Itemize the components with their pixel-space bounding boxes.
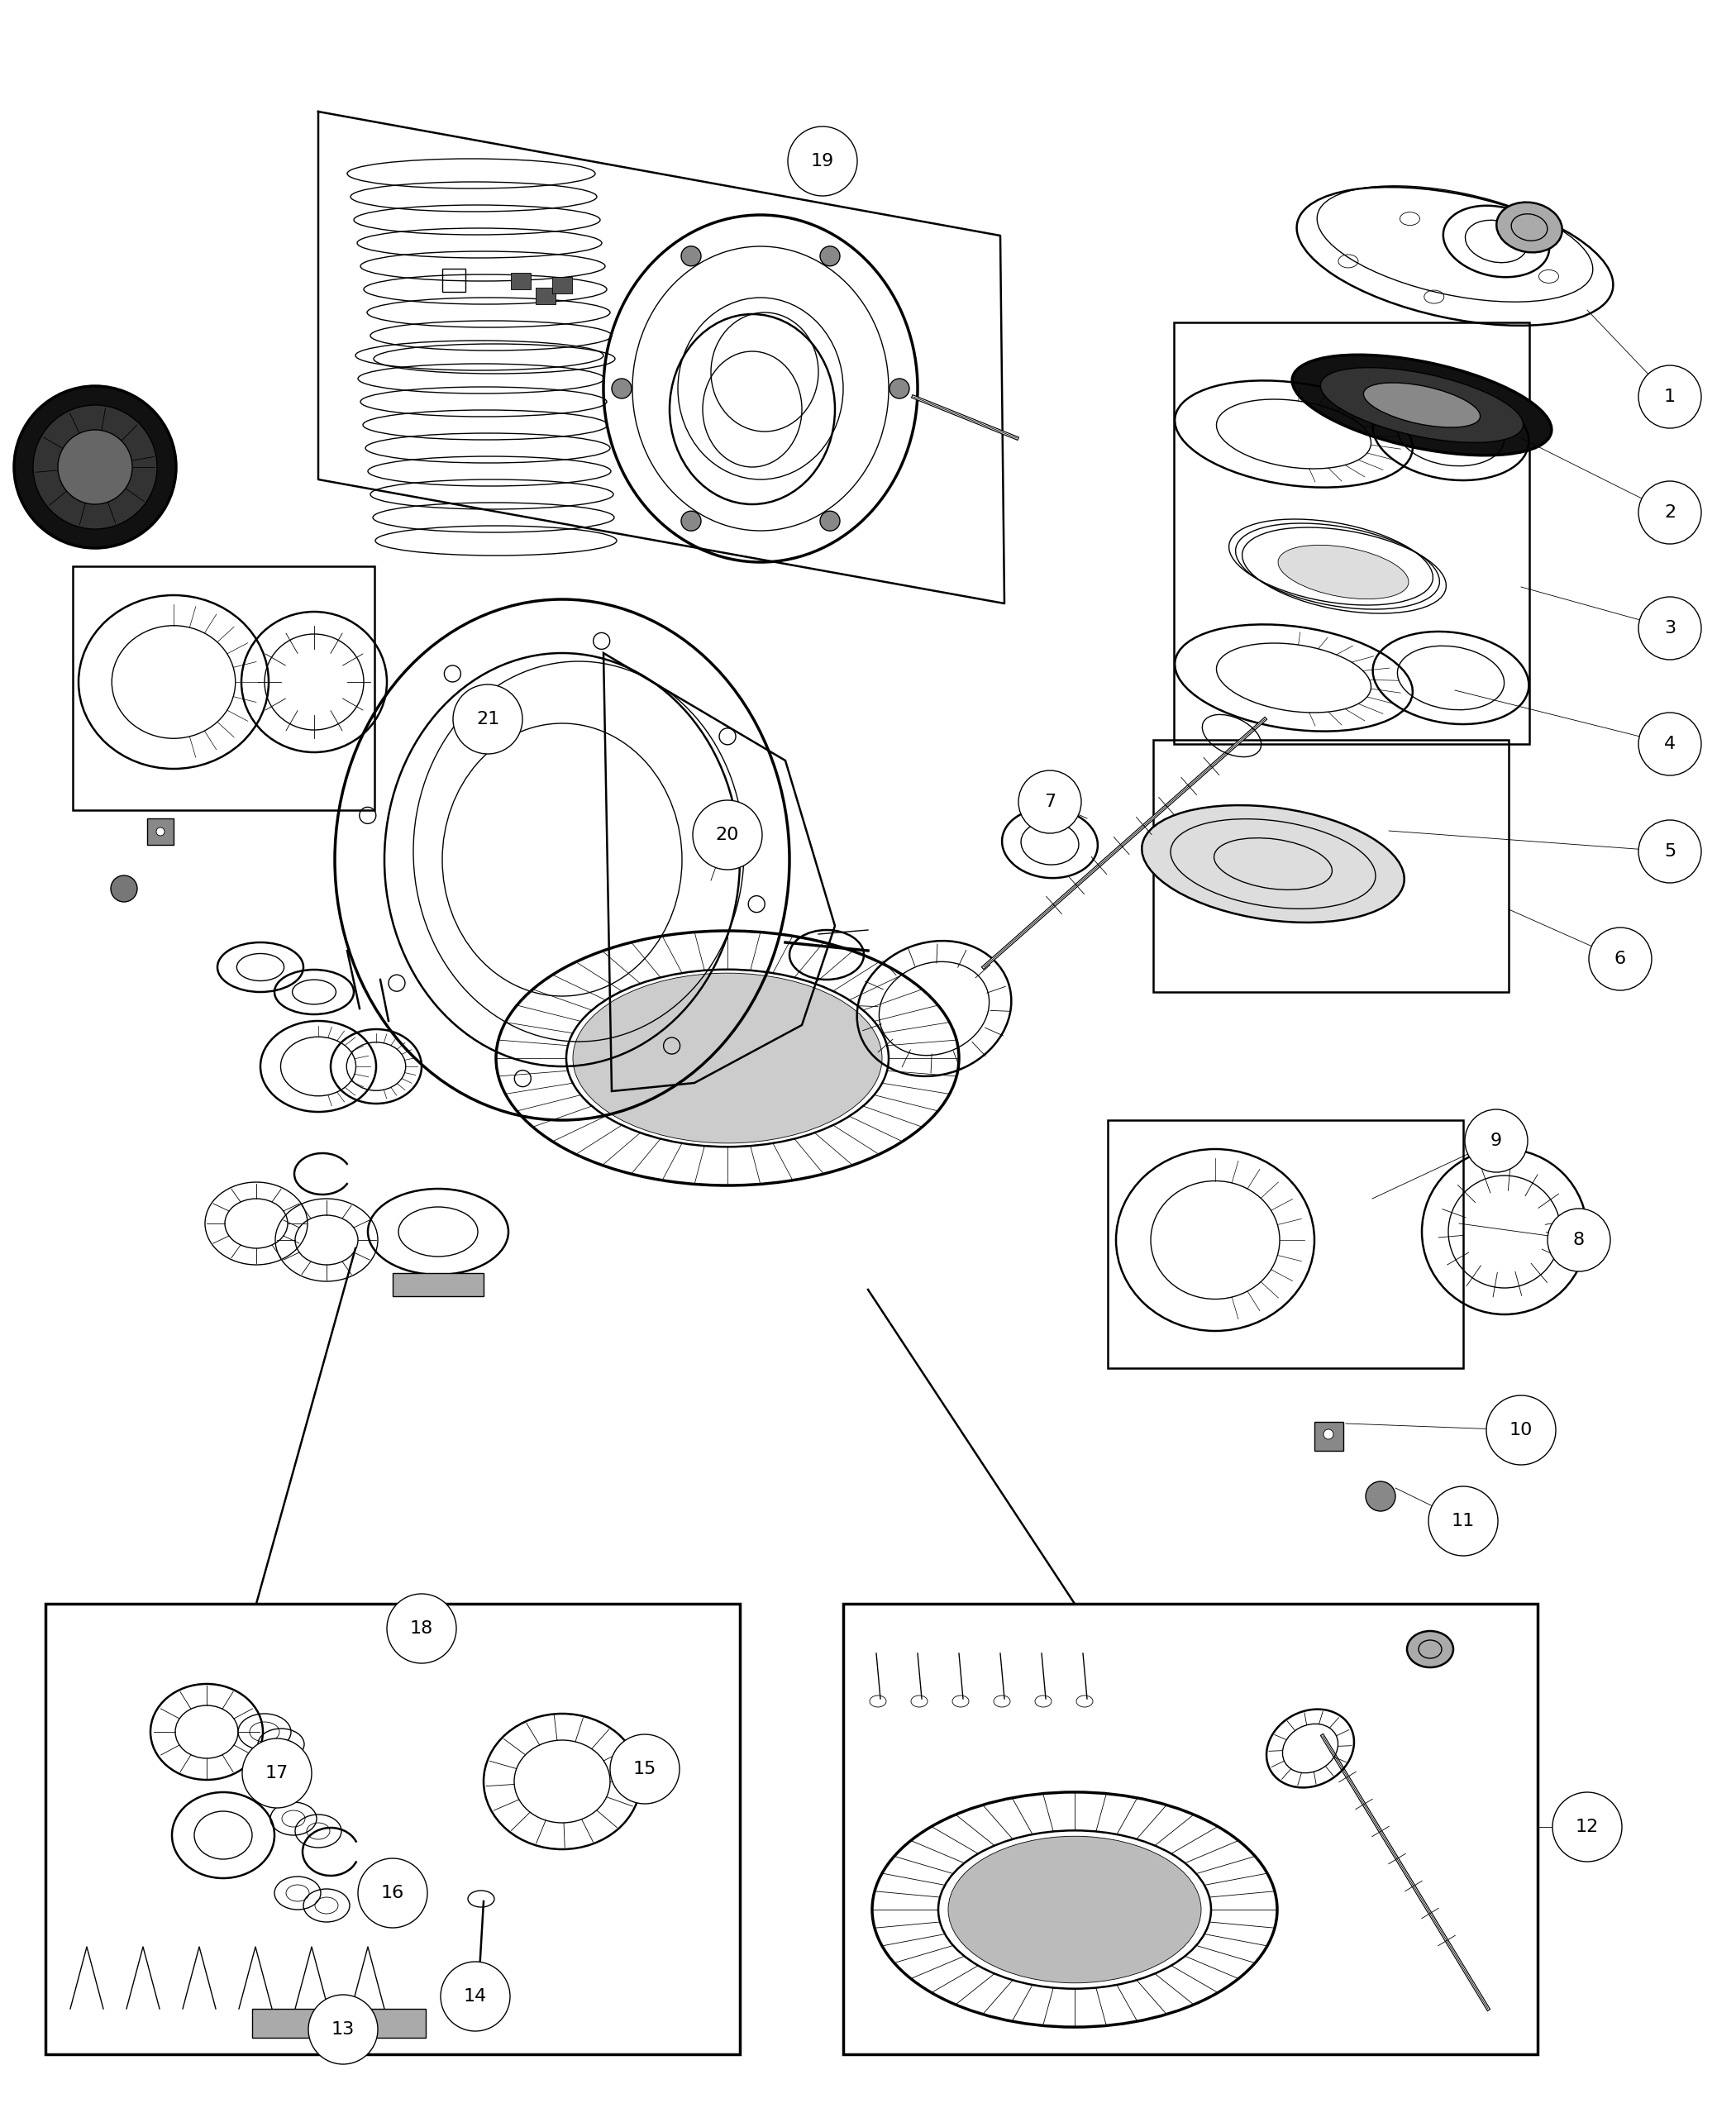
Bar bbox=[148, 818, 174, 845]
Circle shape bbox=[453, 685, 523, 755]
Ellipse shape bbox=[33, 405, 156, 529]
Text: 10: 10 bbox=[1509, 1423, 1533, 1438]
Bar bbox=[552, 276, 573, 293]
Circle shape bbox=[243, 1739, 312, 1809]
Ellipse shape bbox=[573, 974, 882, 1143]
Bar bbox=[1174, 323, 1529, 744]
Ellipse shape bbox=[1292, 354, 1552, 455]
Circle shape bbox=[111, 875, 137, 902]
Circle shape bbox=[1639, 597, 1701, 660]
Bar bbox=[443, 268, 465, 291]
Ellipse shape bbox=[1363, 384, 1481, 428]
Text: 21: 21 bbox=[476, 710, 500, 727]
Circle shape bbox=[1547, 1208, 1611, 1271]
Bar bbox=[510, 272, 531, 289]
Circle shape bbox=[1588, 928, 1651, 991]
Circle shape bbox=[387, 1594, 457, 1663]
Bar bbox=[536, 287, 556, 304]
Bar bbox=[1153, 740, 1509, 993]
Text: 5: 5 bbox=[1665, 843, 1675, 860]
Ellipse shape bbox=[1321, 367, 1522, 443]
Text: 15: 15 bbox=[634, 1760, 656, 1777]
Text: 20: 20 bbox=[715, 826, 740, 843]
Circle shape bbox=[1366, 1482, 1396, 1511]
Text: 6: 6 bbox=[1614, 951, 1627, 968]
Circle shape bbox=[819, 510, 840, 531]
Text: 7: 7 bbox=[1043, 793, 1055, 809]
Circle shape bbox=[1639, 713, 1701, 776]
Circle shape bbox=[1465, 1109, 1528, 1172]
Ellipse shape bbox=[1278, 546, 1408, 599]
Circle shape bbox=[1552, 1792, 1621, 1861]
Circle shape bbox=[1323, 1429, 1333, 1440]
Circle shape bbox=[819, 247, 840, 266]
Circle shape bbox=[681, 510, 701, 531]
Bar bbox=[1314, 1423, 1344, 1450]
Text: 14: 14 bbox=[464, 1988, 488, 2005]
Text: 17: 17 bbox=[266, 1764, 288, 1781]
Circle shape bbox=[1639, 820, 1701, 883]
Circle shape bbox=[358, 1859, 427, 1929]
Text: 13: 13 bbox=[332, 2022, 354, 2038]
Bar bbox=[1108, 1119, 1463, 1368]
Bar bbox=[45, 1604, 740, 2055]
Circle shape bbox=[1639, 481, 1701, 544]
Text: 18: 18 bbox=[410, 1621, 434, 1636]
Text: 1: 1 bbox=[1665, 388, 1675, 405]
Text: 11: 11 bbox=[1451, 1514, 1476, 1528]
Text: 16: 16 bbox=[380, 1885, 404, 1901]
Text: 9: 9 bbox=[1491, 1132, 1502, 1149]
Bar bbox=[392, 1273, 484, 1296]
Bar bbox=[73, 567, 375, 809]
Circle shape bbox=[1019, 769, 1082, 833]
Text: 3: 3 bbox=[1665, 620, 1675, 637]
Circle shape bbox=[693, 801, 762, 871]
Text: 4: 4 bbox=[1665, 736, 1675, 753]
Ellipse shape bbox=[948, 1836, 1201, 1984]
Circle shape bbox=[609, 1735, 679, 1804]
Text: 2: 2 bbox=[1665, 504, 1675, 521]
Circle shape bbox=[611, 379, 632, 398]
Circle shape bbox=[156, 828, 165, 835]
Circle shape bbox=[681, 247, 701, 266]
Text: 8: 8 bbox=[1573, 1231, 1585, 1248]
Ellipse shape bbox=[1142, 805, 1404, 923]
Text: 19: 19 bbox=[811, 154, 835, 169]
Ellipse shape bbox=[57, 430, 132, 504]
Circle shape bbox=[1639, 365, 1701, 428]
Circle shape bbox=[309, 1994, 378, 2064]
Bar bbox=[844, 1604, 1538, 2055]
Ellipse shape bbox=[1406, 1632, 1453, 1667]
Circle shape bbox=[1429, 1486, 1498, 1556]
Circle shape bbox=[889, 379, 910, 398]
Text: 12: 12 bbox=[1576, 1819, 1599, 1836]
Bar bbox=[252, 2009, 425, 2038]
Circle shape bbox=[788, 126, 858, 196]
Circle shape bbox=[441, 1963, 510, 2032]
Circle shape bbox=[1486, 1395, 1555, 1465]
Ellipse shape bbox=[1496, 202, 1562, 253]
Ellipse shape bbox=[14, 386, 175, 548]
